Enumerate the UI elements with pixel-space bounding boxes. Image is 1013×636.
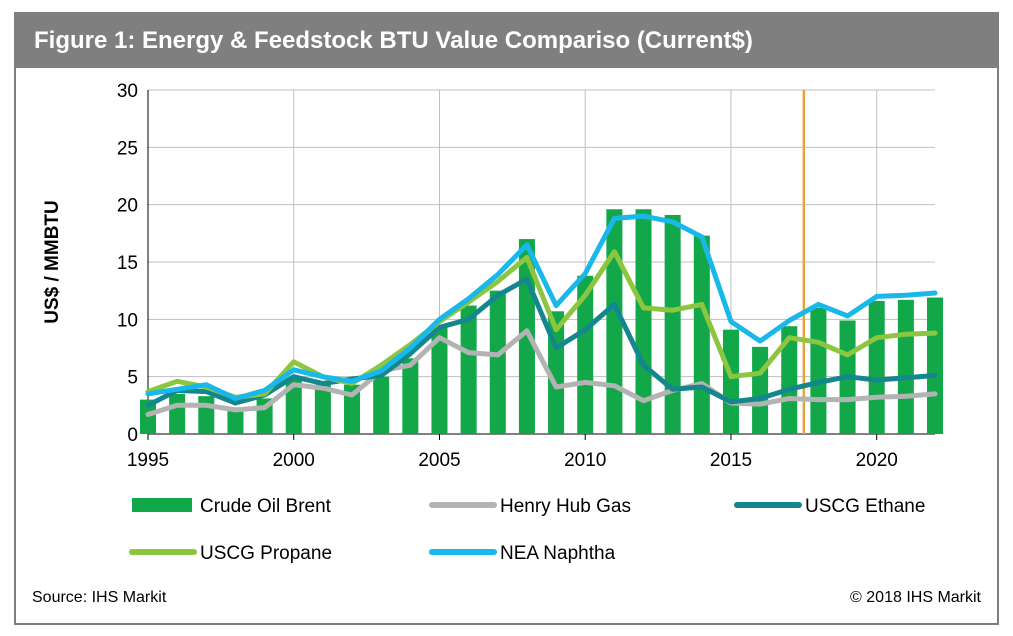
line-nea-naphtha bbox=[145, 213, 938, 401]
y-tick-label: 10 bbox=[117, 310, 138, 331]
line-henry-hub-gas bbox=[145, 328, 938, 417]
legend-swatch-crude-oil-brent bbox=[132, 498, 192, 512]
copyright-note: © 2018 IHS Markit bbox=[850, 589, 981, 606]
chart-title: Figure 1: Energy & Feedstock BTU Value C… bbox=[34, 27, 753, 54]
bar-crude-oil-brent bbox=[577, 275, 594, 434]
y-tick-label: 0 bbox=[127, 425, 138, 446]
bar-crude-oil-brent bbox=[926, 297, 944, 434]
x-tick-label: 1995 bbox=[127, 450, 169, 471]
bar-crude-oil-brent bbox=[752, 346, 769, 434]
y-tick-label: 15 bbox=[117, 253, 138, 274]
x-tick-label: 2015 bbox=[710, 450, 752, 471]
bar-crude-oil-brent bbox=[344, 384, 361, 434]
bar-crude-oil-brent bbox=[198, 396, 215, 434]
x-tick-label: 2010 bbox=[564, 450, 606, 471]
bar-crude-oil-brent bbox=[781, 326, 798, 434]
title-bar: Figure 1: Energy & Feedstock BTU Value C… bbox=[16, 14, 997, 68]
bar-crude-oil-brent bbox=[373, 376, 390, 434]
bar-crude-oil-brent bbox=[693, 235, 710, 434]
x-tick-label: 2005 bbox=[418, 450, 460, 471]
line-uscg-ethane bbox=[145, 276, 938, 408]
bar-crude-oil-brent bbox=[169, 393, 186, 434]
bar-crude-oil-brent bbox=[460, 305, 477, 434]
chart-frame: Figure 1: Energy & Feedstock BTU Value C… bbox=[14, 12, 999, 625]
y-axis-title: US$ / MMBTU bbox=[42, 200, 63, 324]
y-tick-label: 25 bbox=[117, 138, 138, 159]
legend-label-uscg-ethane: USCG Ethane bbox=[805, 496, 925, 517]
y-tick-label: 20 bbox=[117, 196, 138, 217]
bar-crude-oil-brent bbox=[606, 209, 623, 434]
bar-crude-oil-brent bbox=[664, 214, 681, 434]
y-tick-label: 30 bbox=[117, 81, 138, 102]
x-tick-label: 2000 bbox=[273, 450, 315, 471]
bar-crude-oil-brent bbox=[635, 209, 652, 434]
bar-crude-oil-brent bbox=[227, 408, 244, 434]
bar-crude-oil-brent bbox=[897, 299, 914, 434]
source-note: Source: IHS Markit bbox=[32, 589, 167, 606]
legend-label-henry-hub-gas: Henry Hub Gas bbox=[500, 496, 631, 517]
bar-crude-oil-brent bbox=[402, 358, 419, 434]
legend-label-uscg-propane: USCG Propane bbox=[200, 543, 332, 564]
bar-crude-oil-brent bbox=[810, 307, 827, 434]
legend-label-crude-oil-brent: Crude Oil Brent bbox=[200, 496, 332, 517]
bar-crude-oil-brent bbox=[722, 329, 739, 434]
bar-crude-oil-brent bbox=[314, 384, 331, 434]
bar-crude-oil-brent bbox=[285, 377, 302, 434]
bar-crude-oil-brent bbox=[868, 300, 885, 434]
x-tick-label: 2020 bbox=[856, 450, 898, 471]
bar-crude-oil-brent bbox=[431, 326, 448, 434]
y-tick-label: 5 bbox=[127, 368, 138, 389]
bar-crude-oil-brent bbox=[489, 290, 506, 434]
legend-label-nea-naphtha: NEA Naphtha bbox=[500, 543, 616, 564]
